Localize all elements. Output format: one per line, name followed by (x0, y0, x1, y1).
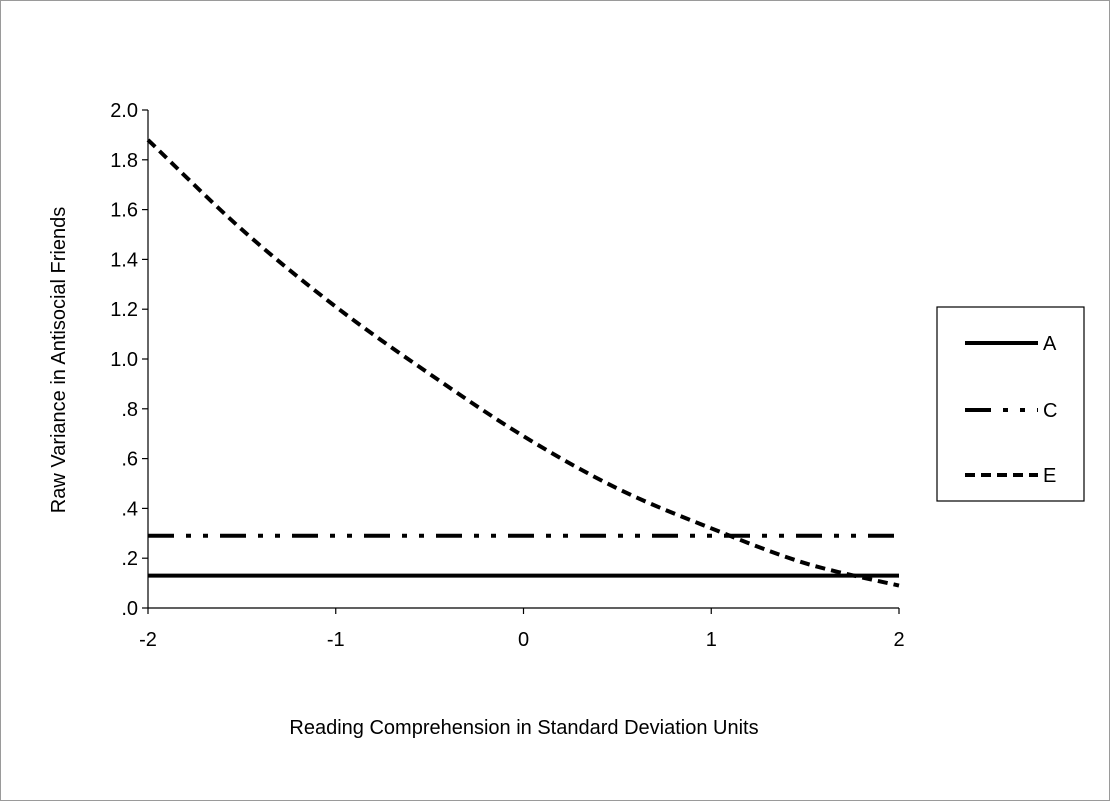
y-tick-label: 1.8 (110, 150, 138, 172)
y-tick-label: .6 (121, 449, 138, 471)
x-tick-label: -1 (327, 629, 345, 651)
y-tick-label: 1.0 (110, 349, 138, 371)
y-tick-label: 2.0 (110, 100, 138, 122)
series-line-e (146, 138, 900, 588)
legend: A C E (936, 306, 1085, 502)
y-tick-label: .2 (121, 548, 138, 570)
legend-label-e: E (1043, 465, 1056, 487)
y-axis-title: Raw Variance in Antisocial Friends (48, 207, 70, 513)
y-tick-label: .4 (121, 498, 138, 520)
x-tick-label: -2 (139, 629, 157, 651)
y-tick-label: 1.4 (110, 249, 138, 271)
legend-box (936, 306, 1085, 502)
ticks: .0 .2 .4 .6 .8 1.0 1.2 1.4 1.6 1.8 2.0 -2 -1 0 1 2 (110, 100, 904, 651)
legend-label-c: C (1043, 400, 1057, 422)
x-tick-label: 0 (518, 629, 529, 651)
y-tick-label: .0 (121, 598, 138, 620)
series-layer (146, 138, 900, 588)
y-tick-label: 1.2 (110, 299, 138, 321)
y-tick-label: 1.6 (110, 200, 138, 222)
x-tick-label: 1 (706, 629, 717, 651)
x-tick-label: 2 (893, 629, 904, 651)
y-tick-label: .8 (121, 399, 138, 421)
axes (147, 110, 899, 609)
legend-label-a: A (1043, 333, 1057, 355)
x-axis-title: Reading Comprehension in Standard Deviat… (289, 717, 758, 739)
